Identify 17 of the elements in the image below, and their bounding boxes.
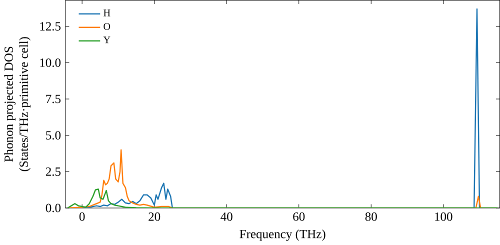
y-tick-label: 12.5 bbox=[40, 22, 61, 31]
y-tick-label: 5.0 bbox=[46, 131, 61, 140]
x-tick-label: 60 bbox=[293, 212, 305, 221]
y-tick-label: 7.5 bbox=[46, 94, 61, 104]
y-axis-title: Phonon projected DOS (States/THz·primitive cell) bbox=[4, 37, 31, 172]
y-tick-label: 2.5 bbox=[46, 167, 61, 176]
x-tick-label: 40 bbox=[220, 212, 232, 221]
legend-label: O bbox=[104, 23, 110, 30]
x-tick-label: 100 bbox=[435, 212, 452, 221]
y-tick-label: 0.0 bbox=[46, 204, 61, 212]
y-tick-label: 10.0 bbox=[40, 58, 61, 67]
x-axis-title: Frequency (THz) bbox=[240, 229, 326, 241]
x-tick-label: 0 bbox=[79, 212, 85, 221]
x-tick-label: 80 bbox=[365, 212, 377, 221]
legend-label: H bbox=[104, 10, 110, 16]
legend-label: Y bbox=[103, 36, 110, 44]
x-tick-label: 20 bbox=[148, 212, 160, 221]
